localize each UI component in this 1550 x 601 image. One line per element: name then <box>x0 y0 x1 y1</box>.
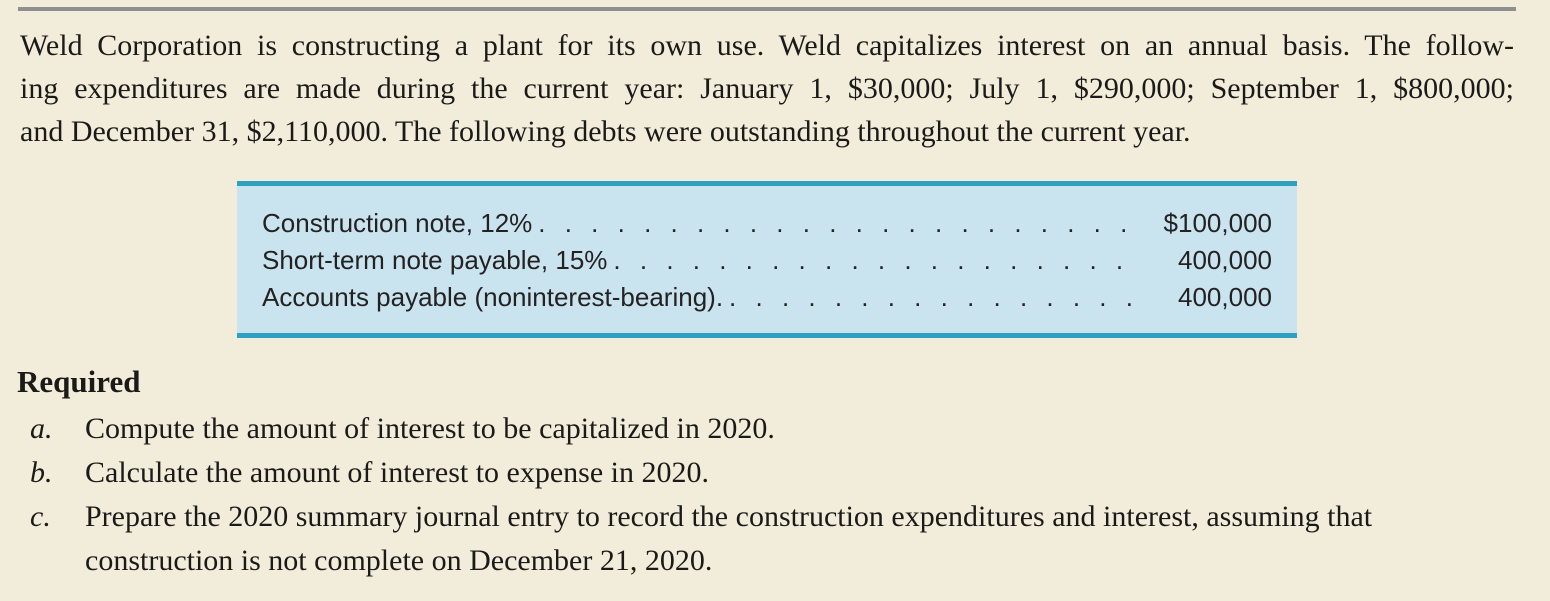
debt-amount: 400,000 <box>1178 245 1272 275</box>
problem-statement-line: ing expenditures are made during the cur… <box>20 72 1514 105</box>
list-item: c. Prepare the 2020 summary journal entr… <box>30 495 1520 583</box>
required-list: a. Compute the amount of interest to be … <box>30 407 1520 583</box>
list-item: a. Compute the amount of interest to be … <box>30 407 1520 451</box>
problem-statement: Weld Corporation is constructing a plant… <box>20 24 1514 153</box>
item-marker: b. <box>30 456 53 489</box>
debt-label: Construction note, 12% <box>262 208 533 238</box>
problem-statement-line: and December 31, $2,110,000. The followi… <box>20 115 1191 148</box>
debt-amount: 400,000 <box>1178 282 1272 312</box>
dot-leader: . . . . . . . . . . . . . . . . . . . . … <box>729 282 1132 312</box>
list-item: b. Calculate the amount of interest to e… <box>30 451 1520 495</box>
table-row: Short-term note payable, 15% . . . . . .… <box>262 242 1272 279</box>
problem-statement-line: Weld Corporation is constructing a plant… <box>20 29 1514 62</box>
item-text: Prepare the 2020 summary journal entry t… <box>85 500 1373 577</box>
top-divider-rule <box>18 7 1516 11</box>
item-text: Compute the amount of interest to be cap… <box>85 412 775 445</box>
debt-amount: $100,000 <box>1163 208 1272 238</box>
required-heading: Required <box>17 364 141 399</box>
debt-label: Accounts payable (noninterest-bearing). <box>262 282 724 312</box>
item-text: Calculate the amount of interest to expe… <box>85 456 709 489</box>
item-marker: c. <box>30 500 51 533</box>
table-row: Construction note, 12% . . . . . . . . .… <box>262 205 1272 242</box>
dot-leader: . . . . . . . . . . . . . . . . . . . . … <box>613 245 1132 275</box>
dot-leader: . . . . . . . . . . . . . . . . . . . . … <box>538 208 1132 238</box>
debt-label: Short-term note payable, 15% <box>262 245 608 275</box>
debts-table: Construction note, 12% . . . . . . . . .… <box>237 181 1297 338</box>
table-row: Accounts payable (noninterest-bearing). … <box>262 279 1272 316</box>
item-marker: a. <box>30 412 53 445</box>
